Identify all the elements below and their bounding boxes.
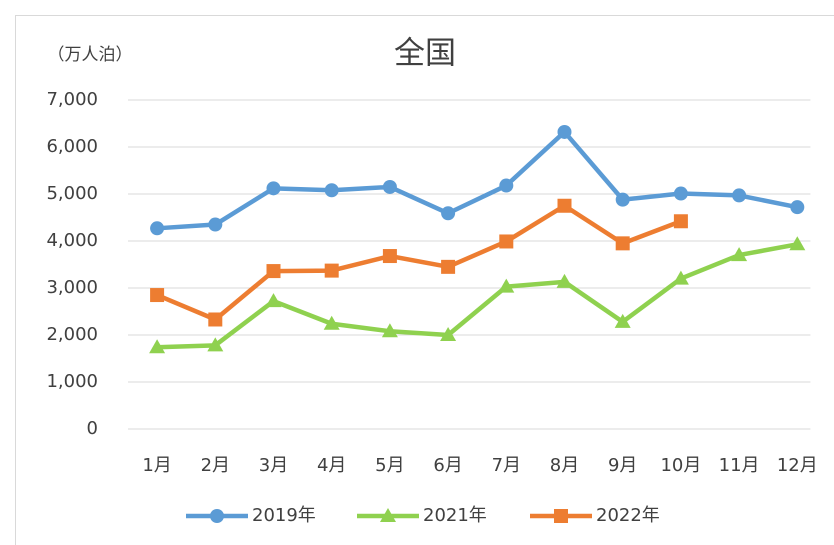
data-point bbox=[440, 327, 457, 341]
legend-label: 2022年 bbox=[596, 505, 660, 526]
x-tick-label: 2月 bbox=[201, 455, 230, 476]
y-tick-label: 3,000 bbox=[46, 277, 98, 298]
data-point bbox=[324, 183, 339, 198]
y-tick-label: 0 bbox=[87, 418, 98, 439]
data-point bbox=[672, 270, 689, 285]
data-point bbox=[498, 278, 515, 293]
x-tick-label: 6月 bbox=[433, 455, 462, 476]
x-tick-label: 11月 bbox=[719, 455, 760, 476]
y-tick-label: 1,000 bbox=[46, 371, 98, 392]
x-tick-label: 1月 bbox=[142, 455, 171, 476]
y-axis-label: （万人泊） bbox=[48, 45, 133, 65]
data-point bbox=[789, 236, 806, 251]
data-point bbox=[673, 186, 688, 201]
data-point bbox=[615, 236, 630, 251]
data-point bbox=[499, 178, 514, 193]
data-point bbox=[499, 234, 514, 249]
data-point bbox=[208, 217, 223, 232]
data-point bbox=[382, 249, 397, 264]
data-point bbox=[556, 273, 573, 288]
x-tick-label: 7月 bbox=[492, 455, 521, 476]
y-tick-label: 4,000 bbox=[46, 230, 98, 251]
legend-label: 2021年 bbox=[423, 505, 487, 526]
legend-label: 2019年 bbox=[252, 505, 316, 526]
data-point bbox=[790, 200, 805, 215]
chart-frame bbox=[15, 15, 834, 545]
data-point bbox=[614, 313, 631, 328]
data-point bbox=[149, 339, 166, 354]
y-tick-label: 2,000 bbox=[46, 324, 98, 345]
data-point bbox=[265, 293, 282, 308]
data-point bbox=[673, 214, 688, 229]
series-line bbox=[156, 203, 682, 322]
data-point bbox=[323, 315, 340, 330]
data-point bbox=[381, 323, 398, 338]
series-line bbox=[157, 242, 798, 350]
data-point bbox=[557, 124, 572, 139]
data-point bbox=[207, 337, 224, 352]
x-tick-label: 4月 bbox=[317, 455, 346, 476]
data-point bbox=[266, 181, 281, 196]
legend-marker bbox=[380, 508, 396, 522]
data-point bbox=[731, 247, 748, 262]
x-tick-label: 3月 bbox=[259, 455, 288, 476]
data-point bbox=[150, 221, 165, 236]
x-tick-label: 5月 bbox=[375, 455, 404, 476]
legend-marker bbox=[554, 509, 568, 523]
data-point bbox=[382, 179, 397, 194]
x-tick-label: 9月 bbox=[608, 455, 637, 476]
data-point bbox=[441, 259, 456, 274]
x-tick-label: 10月 bbox=[660, 455, 701, 476]
data-point bbox=[732, 188, 747, 203]
legend-marker bbox=[210, 509, 224, 523]
y-tick-label: 7,000 bbox=[46, 89, 98, 110]
data-point bbox=[266, 264, 281, 279]
data-point bbox=[557, 198, 572, 213]
data-point bbox=[150, 288, 165, 303]
data-point bbox=[441, 206, 456, 221]
series-line bbox=[156, 129, 798, 231]
y-tick-label: 6,000 bbox=[46, 136, 98, 157]
y-tick-label: 5,000 bbox=[46, 183, 98, 204]
data-point bbox=[208, 312, 223, 327]
data-point bbox=[324, 263, 339, 278]
data-point bbox=[615, 192, 630, 207]
x-tick-label: 12月 bbox=[777, 455, 818, 476]
x-tick-label: 8月 bbox=[550, 455, 579, 476]
chart-title: 全国 bbox=[394, 36, 456, 72]
